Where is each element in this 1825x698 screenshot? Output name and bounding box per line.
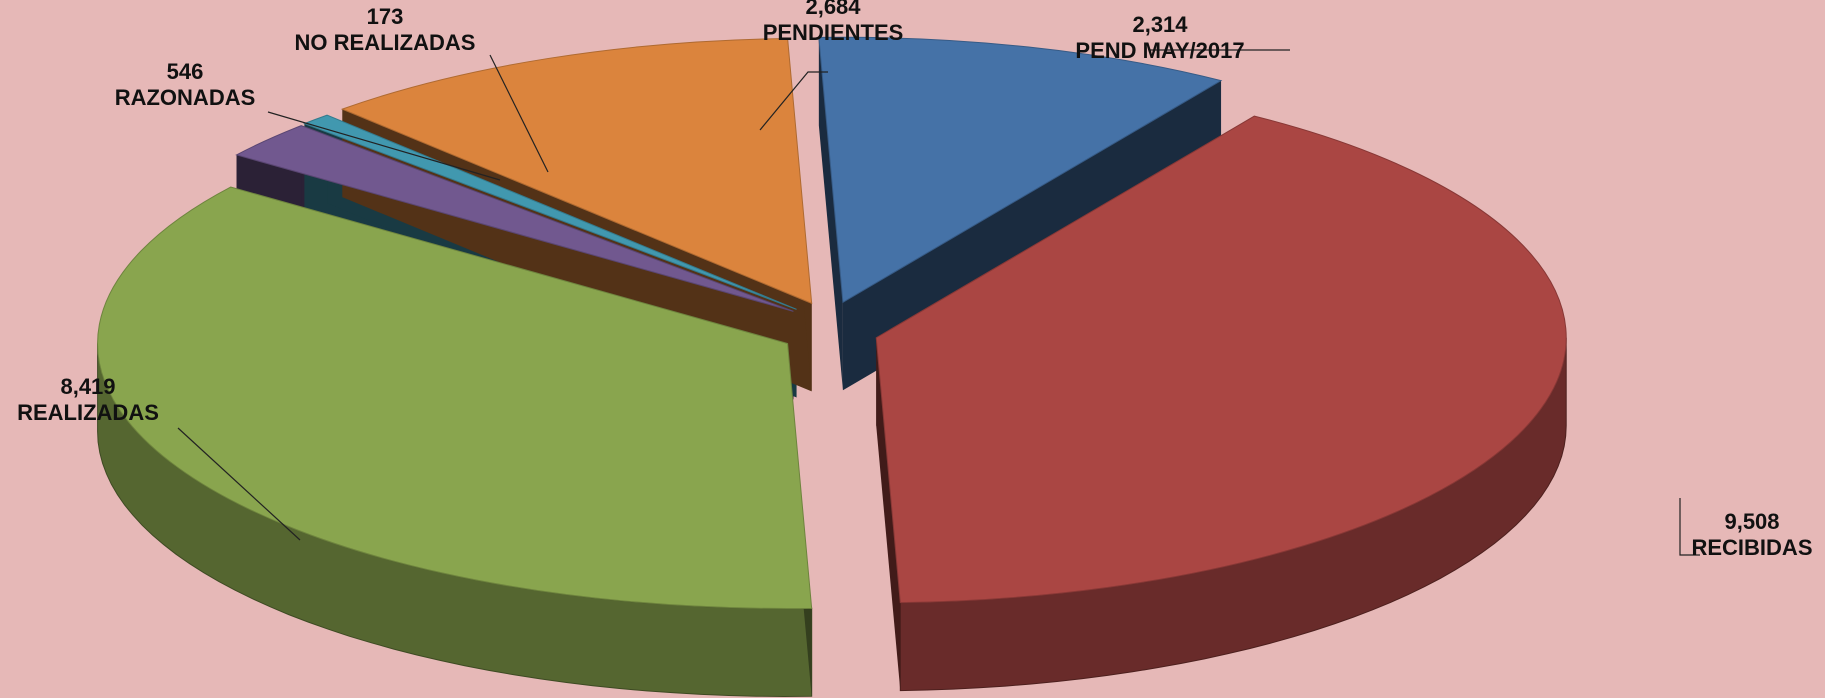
label-value-pendientes: 2,684 bbox=[805, 0, 861, 19]
label-name-razonadas: RAZONADAS bbox=[115, 85, 256, 110]
slice-recibidas bbox=[875, 115, 1567, 604]
leader-recibidas bbox=[1679, 498, 1700, 556]
label-value-razonadas: 546 bbox=[167, 59, 204, 84]
label-value-recibidas: 9,508 bbox=[1724, 509, 1779, 534]
slice-wall-recibidas-1 bbox=[876, 337, 901, 691]
label-value-realizadas: 8,419 bbox=[60, 374, 115, 399]
label-name-pend-may-2017: PEND MAY/2017 bbox=[1075, 38, 1244, 63]
leader-lines bbox=[177, 49, 1700, 556]
label-name-pendientes: PENDIENTES bbox=[763, 20, 904, 45]
leader-pendientes bbox=[759, 71, 828, 131]
slice-razonadas bbox=[235, 125, 794, 312]
label-value-pend-may-2017: 2,314 bbox=[1132, 12, 1188, 37]
slice-pend-may-2017 bbox=[818, 36, 1223, 304]
label-name-recibidas: RECIBIDAS bbox=[1691, 535, 1812, 560]
slice-no-realizadas bbox=[303, 114, 797, 310]
slice-wall-pend-may-2017-0 bbox=[818, 37, 843, 391]
leader-realizadas bbox=[177, 427, 301, 541]
leader-no-realizadas bbox=[489, 54, 549, 173]
label-value-no-realizadas: 173 bbox=[367, 4, 404, 29]
label-name-realizadas: REALIZADAS bbox=[17, 400, 159, 425]
label-name-no-realizadas: NO REALIZADAS bbox=[295, 30, 476, 55]
slice-pendientes bbox=[340, 38, 813, 305]
leader-razonadas bbox=[267, 111, 501, 181]
slice-realizadas bbox=[97, 186, 813, 609]
slice-tops bbox=[97, 36, 1567, 609]
